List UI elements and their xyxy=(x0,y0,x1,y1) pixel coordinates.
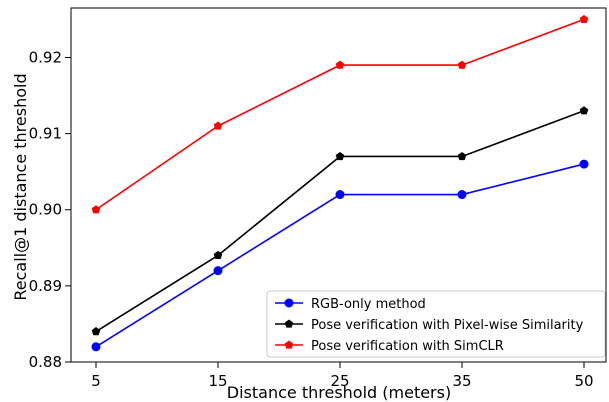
legend: RGB-only method Pose verification with Pi… xyxy=(266,290,606,358)
data-point xyxy=(579,14,589,24)
data-point xyxy=(579,159,589,169)
x-tick-label: 35 xyxy=(452,372,471,390)
x-tick-label: 5 xyxy=(91,372,101,390)
legend-label: Pose verification with SimCLR xyxy=(311,339,504,354)
data-point xyxy=(91,342,101,352)
legend-box xyxy=(266,290,606,358)
y-tick-label: 0.89 xyxy=(29,277,62,295)
y-tick-label: 0.88 xyxy=(29,353,62,371)
x-tick-label: 15 xyxy=(208,372,227,390)
y-axis-label: Recall@1 distance threshold xyxy=(11,73,30,300)
legend-label: Pose verification with Pixel-wise Simila… xyxy=(311,318,584,333)
data-point xyxy=(213,266,223,276)
y-tick-label: 0.92 xyxy=(29,48,62,66)
legend-marker xyxy=(284,319,294,328)
x-tick-label: 50 xyxy=(574,372,593,390)
data-point xyxy=(91,327,101,336)
legend-marker xyxy=(284,340,294,349)
plot-frame xyxy=(70,7,607,363)
data-point xyxy=(457,60,467,69)
series-line-2 xyxy=(95,18,585,211)
data-point xyxy=(213,121,223,130)
y-tick-label: 0.90 xyxy=(29,201,62,219)
data-point xyxy=(91,205,101,214)
x-axis-label: Distance threshold (meters) xyxy=(227,383,451,402)
legend-marker xyxy=(284,298,294,308)
legend-label: RGB-only method xyxy=(311,297,426,312)
data-point xyxy=(213,250,223,260)
data-point xyxy=(335,190,345,200)
data-point xyxy=(457,190,467,200)
plot-area: 5 15 25 35 50 0.88 0.89 0.90 0.91 0.92 xyxy=(29,7,607,390)
data-point xyxy=(457,151,467,161)
x-tick-label: 25 xyxy=(330,372,349,390)
data-point xyxy=(579,106,589,115)
y-tick-label: 0.91 xyxy=(29,125,62,143)
data-point xyxy=(335,60,345,69)
data-point xyxy=(335,151,345,161)
